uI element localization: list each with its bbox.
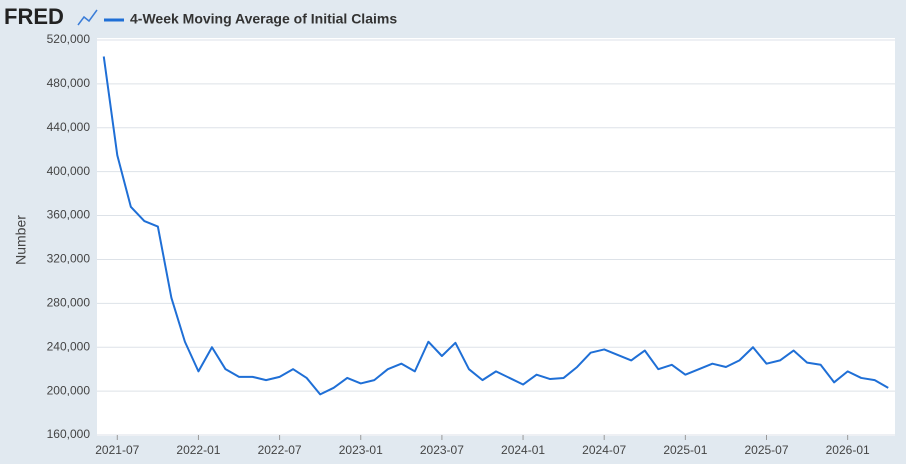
y-tick-label: 520,000: [47, 32, 91, 46]
x-tick-label: 2026-01: [826, 443, 870, 457]
y-tick-label: 400,000: [47, 164, 91, 178]
x-tick-label: 2022-07: [258, 443, 302, 457]
y-tick-label: 480,000: [47, 76, 91, 90]
x-tick-label: 2023-07: [420, 443, 464, 457]
x-tick-label: 2021-07: [95, 443, 139, 457]
logo-icon: [77, 9, 98, 26]
line: [102, 56, 889, 396]
x-tick-label: 2025-07: [744, 443, 788, 457]
plot-area: [97, 38, 895, 436]
x-tick-label: 2023-01: [339, 443, 383, 457]
legend-label: 4-Week Moving Average of Initial Claims: [130, 11, 397, 27]
y-tick-label: 360,000: [47, 208, 91, 222]
y-tick-label: 160,000: [47, 427, 91, 441]
y-tick-label: 320,000: [47, 252, 91, 266]
y-tick-label: 200,000: [47, 383, 91, 397]
x-tick-label: 2024-01: [501, 443, 545, 457]
y-tick-label: 240,000: [47, 339, 91, 353]
logo: FRED: [4, 4, 64, 29]
x-tick-label: 2025-01: [663, 443, 707, 457]
y-tick-label: 280,000: [47, 296, 91, 310]
x-tick-label: 2024-07: [582, 443, 626, 457]
x-tick-label: 2022-01: [176, 443, 220, 457]
y-axis-label: Number: [13, 215, 29, 265]
y-tick-label: 440,000: [47, 120, 91, 134]
